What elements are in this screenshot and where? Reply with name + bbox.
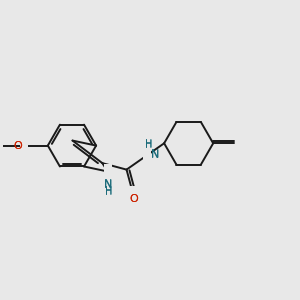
Text: H: H xyxy=(105,187,112,197)
Bar xyxy=(128,186,136,194)
Text: N: N xyxy=(151,149,159,159)
Text: N: N xyxy=(151,150,159,160)
Text: N: N xyxy=(104,180,112,190)
Text: O: O xyxy=(13,141,22,151)
Bar xyxy=(143,149,151,161)
Text: N: N xyxy=(104,179,112,189)
Bar xyxy=(20,142,28,149)
Text: O: O xyxy=(129,194,138,204)
Text: O: O xyxy=(13,141,22,151)
Text: H: H xyxy=(105,186,112,196)
Bar xyxy=(103,164,112,179)
Text: O: O xyxy=(129,194,138,204)
Text: H: H xyxy=(145,139,152,149)
Text: H: H xyxy=(145,140,152,150)
